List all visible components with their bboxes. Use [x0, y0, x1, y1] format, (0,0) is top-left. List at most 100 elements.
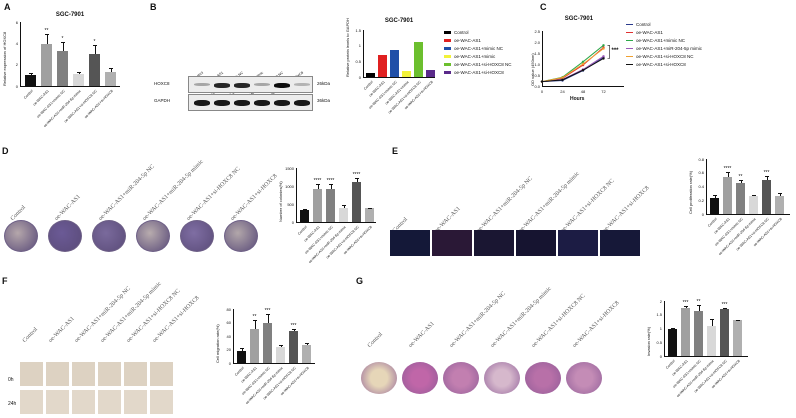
- y-tick-label: 0: [15, 83, 18, 89]
- bar: [326, 189, 335, 222]
- significance-marker: ****: [313, 178, 322, 185]
- legend-item: oe-WAC-AS1+si-HOXC8: [626, 62, 686, 67]
- legend-swatch: [626, 23, 633, 26]
- panel-label-e: E: [392, 146, 399, 156]
- significance-marker: **: [738, 174, 743, 181]
- invasion-dish: [443, 362, 479, 394]
- panel-label-c: C: [540, 2, 547, 12]
- colony-dish: [180, 220, 214, 252]
- x-axis: [233, 363, 315, 364]
- y-tick-label: 0.5: [656, 339, 662, 345]
- bar: [710, 198, 719, 214]
- bar-chart-colonies: Number of colonies(%) 0 500 1000 1500 Control…: [262, 135, 382, 264]
- error-cap: [738, 180, 743, 182]
- bar: [366, 73, 375, 77]
- x-tick-label: 0: [540, 89, 544, 94]
- y-tick-label: 6: [15, 19, 18, 25]
- error-cap: [751, 194, 756, 196]
- error-cap: [239, 348, 244, 350]
- blot-frame-hoxc8: [188, 76, 313, 93]
- error-bar: [711, 318, 713, 326]
- error-bar: [356, 177, 358, 183]
- legend-label: oe-WAC-AS1: [636, 30, 663, 35]
- blot-band: [234, 83, 250, 88]
- error-cap: [735, 319, 740, 321]
- bar: [300, 210, 309, 222]
- bar: [390, 49, 399, 77]
- sample-label: oe-WAC-AS1: [53, 193, 82, 222]
- wound-image-24h: [98, 390, 121, 414]
- error-cap: [683, 305, 688, 307]
- legend-swatch: [626, 47, 633, 50]
- significance-marker: ***: [290, 323, 297, 330]
- bar: [250, 328, 259, 363]
- legend-label: oe-WAC-AS1+mimic NC: [636, 38, 685, 43]
- y-tick-label: 0.0: [534, 83, 540, 89]
- x-axis: [296, 222, 376, 223]
- blot-band: [234, 100, 250, 106]
- error-cap: [108, 67, 113, 69]
- fluorescence-tile: [558, 230, 598, 256]
- legend-item: Control: [444, 30, 469, 35]
- bar: [681, 307, 690, 356]
- y-tick-label: 2: [659, 298, 662, 304]
- significance-marker: ****: [352, 171, 361, 178]
- data-point: [561, 76, 564, 79]
- blot-band: [194, 100, 210, 106]
- data-point: [581, 68, 585, 72]
- timepoint-24h: 24h: [8, 401, 17, 407]
- bar: [378, 55, 387, 77]
- legend-label: oe-WAC-AS1+si-HOXC8: [636, 62, 686, 67]
- significance-marker: **: [252, 313, 257, 320]
- error-cap: [354, 177, 359, 179]
- legend-label: oe-WAC-AS1+mimic NC: [454, 46, 503, 51]
- bar-chart-proliferation: Cell proliferation rate(%) 0 0.2 0.4 0.6 0.8 C…: [682, 140, 796, 265]
- invasion-dish: [525, 362, 561, 394]
- legend-swatch: [626, 63, 633, 66]
- legend-item: oe-WAC-AS1+si-HOXC8 NC: [626, 54, 693, 59]
- error-bar: [94, 45, 96, 54]
- legend-item: oe-WAC-AS1+si-HOXC8: [444, 70, 504, 75]
- panel-label-d: D: [2, 146, 9, 156]
- bar: [365, 208, 374, 222]
- error-cap: [696, 305, 701, 307]
- y-tick-label: 40: [226, 333, 231, 339]
- y-tick-label: 1: [358, 43, 361, 49]
- colony-dish: [224, 220, 258, 252]
- fluorescence-tile: [600, 230, 640, 256]
- data-point: [602, 47, 605, 50]
- blot-band: [214, 100, 230, 106]
- error-bar: [241, 348, 243, 351]
- error-bar: [698, 305, 700, 311]
- significance-marker: **: [44, 27, 49, 34]
- bar: [313, 188, 322, 222]
- legend-item: Control: [626, 22, 651, 27]
- bar: [749, 196, 758, 214]
- legend-swatch: [626, 39, 633, 42]
- x-tick-label: 48: [580, 89, 586, 94]
- error-cap: [252, 319, 257, 321]
- legend-item: oe-WAC-AS1+mimic NC: [444, 46, 503, 51]
- bar: [237, 350, 246, 363]
- colony-dish: [136, 220, 170, 252]
- blot-band: [214, 83, 230, 88]
- error-bar: [62, 42, 64, 51]
- colony-dishes: Control oe-WAC-AS1 oe-WAC-AS1+miR-204-5p N…: [0, 140, 279, 252]
- error-bar: [343, 205, 345, 208]
- y-axis: [233, 309, 234, 363]
- wound-healing-images: 0h 24h Control oe-WAC-AS1 oe-WAC-AS1+miR-2…: [0, 270, 201, 418]
- wound-image-0h: [98, 362, 121, 386]
- edu-fluorescence-images: Control oe-WAC-AS1 oe-WAC-AS1+miR-204-5p N…: [390, 150, 680, 260]
- data-point: [602, 57, 605, 60]
- error-cap: [291, 329, 296, 331]
- bar-chart-invasion: Invasion rate(%) 0 0.5 1 1.5 2 Control *** oe-WA…: [614, 265, 796, 415]
- bar: [25, 75, 36, 86]
- bar-chart-migration: Cell migration rate(%) 0 20 40 60 80 Control **…: [200, 265, 320, 415]
- invasion-dish: [402, 362, 438, 394]
- data-point: [602, 44, 605, 47]
- y-axis: [542, 31, 543, 86]
- y-tick-label: 1.5: [534, 50, 540, 56]
- invasion-dish: [566, 362, 602, 394]
- legend-item: oe-WAC-AS1+miR-204-5p mimic: [626, 46, 702, 51]
- significance-marker: *: [93, 39, 96, 46]
